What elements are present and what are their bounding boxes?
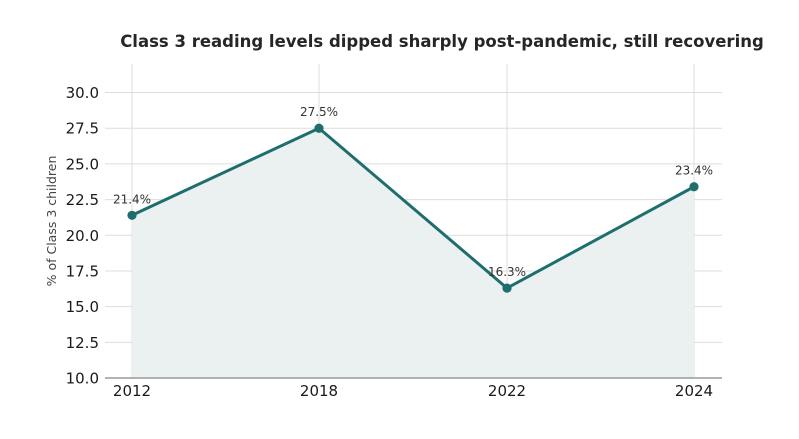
y-tick-label: 10.0 xyxy=(66,370,99,388)
tick-layer: 10.0 12.5 15.0 17.5 20.0 22.5 25.0 27.5 30.0 2012… xyxy=(66,84,714,400)
y-tick-label: 30.0 xyxy=(66,84,99,102)
area-layer xyxy=(132,128,694,378)
y-tick-label: 27.5 xyxy=(66,120,99,138)
data-label: 21.4% xyxy=(113,192,151,206)
x-tick-label: 2022 xyxy=(488,382,526,400)
y-tick-label: 12.5 xyxy=(66,334,99,352)
data-label: 16.3% xyxy=(488,265,526,279)
y-tick-label: 25.0 xyxy=(66,155,99,173)
y-tick-label: 20.0 xyxy=(66,227,99,245)
y-tick-label: 22.5 xyxy=(66,191,99,209)
area-fill xyxy=(132,128,694,378)
line-layer xyxy=(127,123,699,293)
x-tick-label: 2018 xyxy=(300,382,338,400)
data-label: 23.4% xyxy=(675,164,713,178)
series-line xyxy=(130,126,696,290)
data-point xyxy=(127,210,137,220)
chart-title: Class 3 reading levels dipped sharply po… xyxy=(120,32,764,51)
data-point xyxy=(502,283,512,293)
y-tick-label: 17.5 xyxy=(66,262,99,280)
x-tick-label: 2024 xyxy=(675,382,713,400)
data-point xyxy=(689,182,699,192)
data-point xyxy=(314,123,324,133)
y-axis-title: % of Class 3 children xyxy=(44,156,59,287)
y-tick-label: 15.0 xyxy=(66,298,99,316)
data-label: 27.5% xyxy=(300,105,338,119)
x-tick-label: 2012 xyxy=(113,382,151,400)
label-layer: 21.4% 27.5% 16.3% 23.4% xyxy=(113,105,713,279)
